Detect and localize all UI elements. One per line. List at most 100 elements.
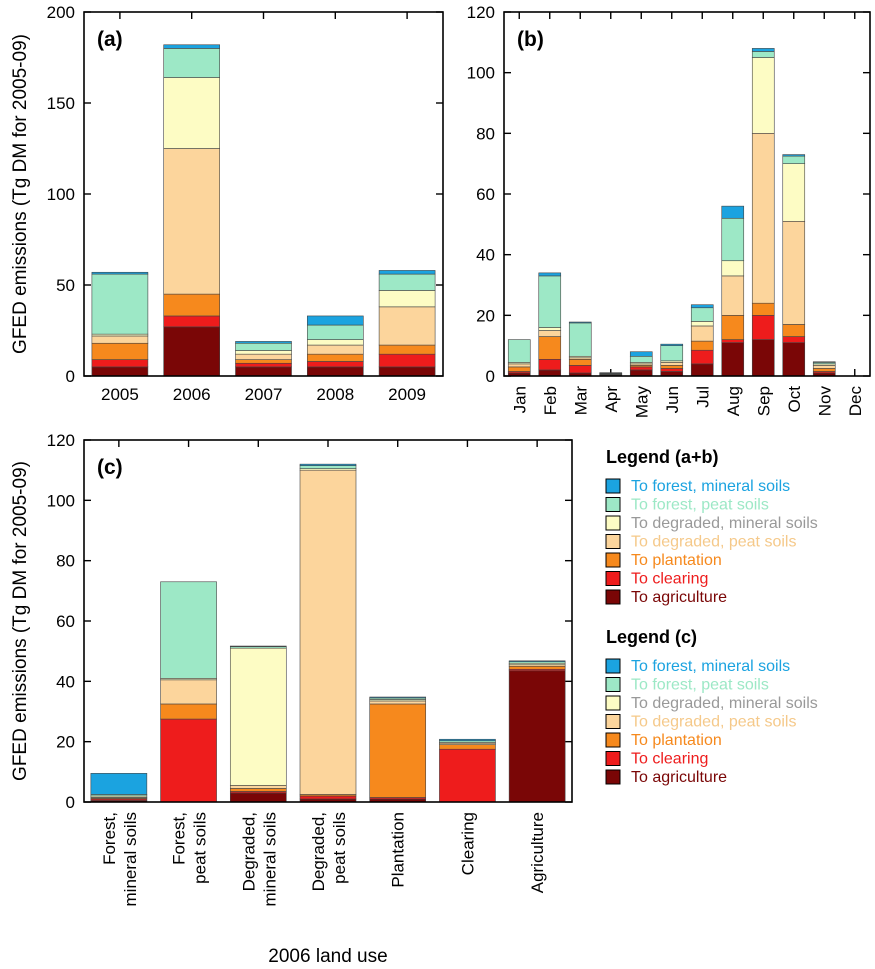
bar-segment: [782, 221, 806, 325]
legend-swatch: [605, 571, 621, 586]
bar-segment: [508, 660, 566, 663]
bar-segment: [229, 792, 287, 803]
bar-segment: [160, 581, 217, 679]
bar-segment: [378, 306, 436, 346]
legend-entry: To clearing: [631, 751, 708, 768]
bar-segment: [235, 353, 292, 360]
bar-segment: [306, 353, 364, 362]
bar-segment: [507, 366, 531, 372]
bar-segment: [690, 304, 714, 309]
bar-segment: [91, 335, 149, 344]
panel-a: 0 50 100 150 200 2005 2006 2007 2008 2009 (a) GFED …: [10, 3, 444, 404]
bar-segment: [538, 275, 562, 328]
bar-segment: [299, 465, 357, 469]
y-tick-label: 0: [486, 367, 495, 386]
bar-segment: [378, 273, 436, 291]
x-tick-label: Nov: [815, 386, 834, 417]
bar-segment: [660, 343, 684, 346]
legend-entry: To clearing: [631, 571, 708, 588]
legend-entry: To forest, peat soils: [631, 497, 769, 514]
x-tick-label: mineral soils: [260, 812, 279, 906]
legend-title: Legend (a+b): [606, 447, 719, 467]
y-tick-label: 100: [47, 185, 75, 204]
panel-label: (b): [517, 28, 544, 51]
bar-segment: [235, 366, 292, 377]
legend-entry: To forest, mineral soils: [631, 478, 790, 495]
y-axis-title: GFED emissions (Tg DM for 2005-09): [10, 461, 31, 781]
bar-segment: [229, 785, 287, 789]
bar-segment: [163, 326, 220, 377]
y-tick-label: 20: [476, 306, 495, 325]
y-tick-label: 80: [56, 552, 75, 571]
bar-segment: [163, 48, 220, 78]
bar-segment: [599, 372, 623, 374]
x-tick-label: 2005: [101, 385, 139, 404]
bar-segment: [690, 307, 714, 322]
bar-segment: [538, 327, 562, 331]
bar-segment: [229, 645, 287, 647]
bar-segment: [378, 290, 436, 308]
y-tick-label: 60: [476, 185, 495, 204]
x-tick-label: Degraded,: [309, 812, 328, 891]
x-tick-label: Jan: [510, 386, 529, 413]
legend-swatch: [605, 534, 621, 549]
y-tick-label: 200: [47, 3, 75, 22]
bar-segment: [229, 647, 287, 786]
x-tick-label: Mar: [571, 386, 590, 416]
x-tick-label: peat soils: [330, 812, 349, 884]
bar-segment: [568, 365, 592, 374]
bar-segment: [90, 773, 148, 795]
bar-segment: [721, 217, 745, 262]
x-tick-label: 2006: [173, 385, 211, 404]
x-tick-label: 2008: [316, 385, 354, 404]
bar-segment: [690, 340, 714, 351]
y-tick-label: 40: [56, 672, 75, 691]
bar-segment: [299, 469, 357, 795]
y-tick-label: 60: [56, 612, 75, 631]
x-tick-label: peat soils: [191, 812, 210, 884]
y-tick-label: 120: [47, 431, 75, 450]
bar-segment: [439, 744, 496, 750]
x-tick-label: Forest,: [170, 812, 189, 865]
legend-entry: To degraded, mineral soils: [631, 695, 818, 712]
y-tick-label: 0: [66, 793, 75, 812]
bar-segment: [306, 344, 364, 355]
bar-segment: [160, 718, 217, 803]
bar-segment: [782, 324, 806, 337]
bar-segment: [163, 148, 220, 295]
bar-segment: [91, 359, 149, 368]
bar-segment: [369, 696, 427, 699]
bar-segment: [721, 339, 745, 343]
bar-segment: [660, 365, 684, 369]
bar-segment: [751, 57, 775, 134]
bar-segment: [629, 355, 653, 363]
legend-entry: To forest, mineral soils: [631, 658, 790, 675]
y-tick-label: 0: [66, 367, 75, 386]
bar-segment: [568, 321, 592, 324]
legend-swatch: [605, 769, 621, 785]
legend-entry: To plantation: [631, 732, 722, 749]
y-tick-label: 150: [47, 94, 75, 113]
bar-segment: [721, 342, 745, 377]
x-tick-label: Clearing: [458, 812, 477, 875]
bar-segment: [629, 369, 653, 377]
bar-segment: [660, 368, 684, 372]
x-tick-label: mineral soils: [121, 812, 140, 906]
x-tick-label: Apr: [602, 386, 621, 413]
x-tick-label: Aug: [724, 386, 743, 416]
bar-segment: [439, 748, 496, 803]
bar-segment: [160, 679, 217, 705]
bar-segment: [538, 369, 562, 377]
legend-entry: To plantation: [631, 552, 722, 569]
legend-entry: To forest, peat soils: [631, 677, 769, 694]
x-tick-label: Feb: [541, 386, 560, 415]
y-tick-label: 120: [467, 3, 495, 22]
legend-swatch: [605, 714, 621, 729]
bar-segment: [751, 51, 775, 58]
bar-segment: [721, 315, 745, 340]
legend-entry: To agriculture: [631, 769, 727, 786]
bar-segment: [690, 363, 714, 377]
panel-label: (a): [97, 28, 123, 51]
legend-title: Legend (c): [606, 627, 697, 647]
